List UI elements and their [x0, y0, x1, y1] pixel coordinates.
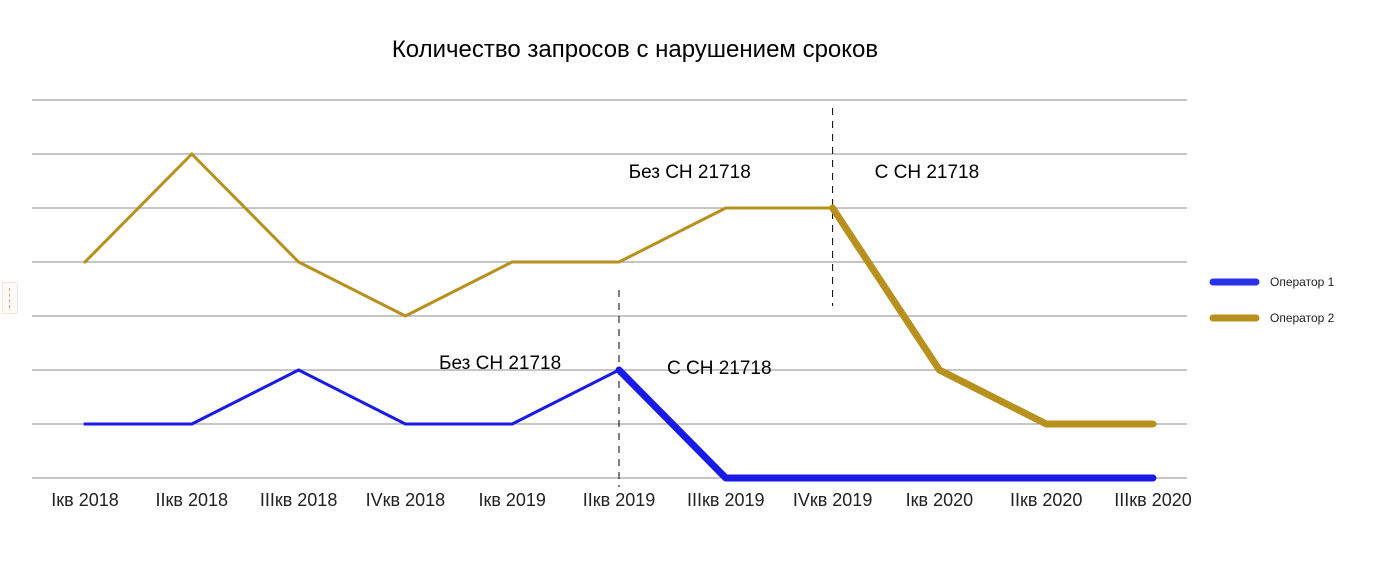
x-tick-label: IIIкв 2020	[1114, 490, 1191, 510]
data-point	[510, 422, 514, 426]
x-tick-label: IIкв 2020	[1010, 490, 1082, 510]
data-point	[831, 206, 835, 210]
data-point	[937, 368, 941, 372]
data-point	[617, 260, 621, 264]
data-point	[1151, 476, 1155, 480]
x-tick-label: Iкв 2019	[478, 490, 545, 510]
data-point	[83, 260, 87, 264]
chart-title: Количество запросов с нарушением сроков	[391, 36, 879, 63]
x-tick-label: Iкв 2020	[906, 490, 973, 510]
series-line-1	[83, 368, 621, 426]
data-point	[724, 206, 728, 210]
x-tick-label: IIкв 2018	[156, 490, 228, 510]
data-point	[1044, 476, 1048, 480]
data-point	[403, 314, 407, 318]
series-lines	[83, 152, 1157, 482]
data-point	[510, 260, 514, 264]
x-axis-tick-labels: Iкв 2018 IIкв 2018 IIIкв 2018 IVкв 2018 Iкв …	[51, 490, 1191, 510]
data-point	[937, 476, 941, 480]
data-point	[403, 422, 407, 426]
x-tick-label: IIIкв 2018	[260, 490, 337, 510]
data-point	[297, 368, 301, 372]
x-tick-label: IIIкв 2019	[687, 490, 764, 510]
data-point	[831, 476, 835, 480]
data-point	[1044, 422, 1048, 426]
legend-label: Оператор 2	[1270, 311, 1335, 325]
x-tick-label: Iкв 2018	[51, 490, 118, 510]
annotation-label: Без СН 21718	[439, 353, 561, 374]
series-line-1-bold	[615, 366, 1157, 482]
data-point	[1151, 422, 1155, 426]
legend-label: Оператор 1	[1270, 275, 1335, 289]
data-point	[724, 476, 728, 480]
series-line-2-bold	[829, 204, 1157, 428]
data-point	[83, 422, 87, 426]
divider-lines	[618, 108, 834, 487]
x-tick-label: IVкв 2018	[366, 490, 446, 510]
data-point	[617, 368, 621, 372]
series-line-2	[83, 152, 835, 318]
annotation-label: Без СН 21718	[629, 162, 751, 183]
x-tick-label: IVкв 2019	[793, 490, 873, 510]
annotation-label: С СН 21718	[667, 358, 772, 379]
legend: Оператор 1 Оператор 2	[1209, 275, 1335, 325]
x-tick-label: IIкв 2019	[583, 490, 655, 510]
resize-handle[interactable]	[2, 282, 18, 314]
data-point	[297, 260, 301, 264]
data-point	[190, 422, 194, 426]
grid-lines	[32, 99, 1187, 479]
annotation-label: С СН 21718	[875, 162, 980, 183]
annotations: Без СН 21718 С СН 21718 Без СН 21718 С СН 2…	[439, 162, 979, 379]
data-point	[190, 152, 194, 156]
